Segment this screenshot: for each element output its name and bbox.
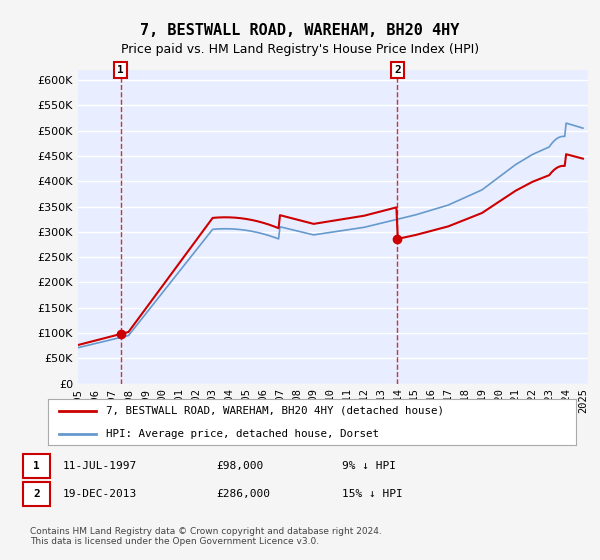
Text: 2: 2 — [394, 65, 401, 75]
Text: 9% ↓ HPI: 9% ↓ HPI — [342, 461, 396, 471]
Text: Contains HM Land Registry data © Crown copyright and database right 2024.
This d: Contains HM Land Registry data © Crown c… — [30, 527, 382, 546]
Text: £98,000: £98,000 — [216, 461, 263, 471]
Text: 7, BESTWALL ROAD, WAREHAM, BH20 4HY: 7, BESTWALL ROAD, WAREHAM, BH20 4HY — [140, 24, 460, 38]
Text: 1: 1 — [117, 65, 124, 75]
Text: £286,000: £286,000 — [216, 489, 270, 499]
Text: 11-JUL-1997: 11-JUL-1997 — [63, 461, 137, 471]
Text: 15% ↓ HPI: 15% ↓ HPI — [342, 489, 403, 499]
Text: 19-DEC-2013: 19-DEC-2013 — [63, 489, 137, 499]
Text: 1: 1 — [33, 461, 40, 471]
Text: HPI: Average price, detached house, Dorset: HPI: Average price, detached house, Dors… — [106, 429, 379, 438]
Text: Price paid vs. HM Land Registry's House Price Index (HPI): Price paid vs. HM Land Registry's House … — [121, 43, 479, 56]
Text: 7, BESTWALL ROAD, WAREHAM, BH20 4HY (detached house): 7, BESTWALL ROAD, WAREHAM, BH20 4HY (det… — [106, 406, 444, 416]
Text: 2: 2 — [33, 489, 40, 499]
